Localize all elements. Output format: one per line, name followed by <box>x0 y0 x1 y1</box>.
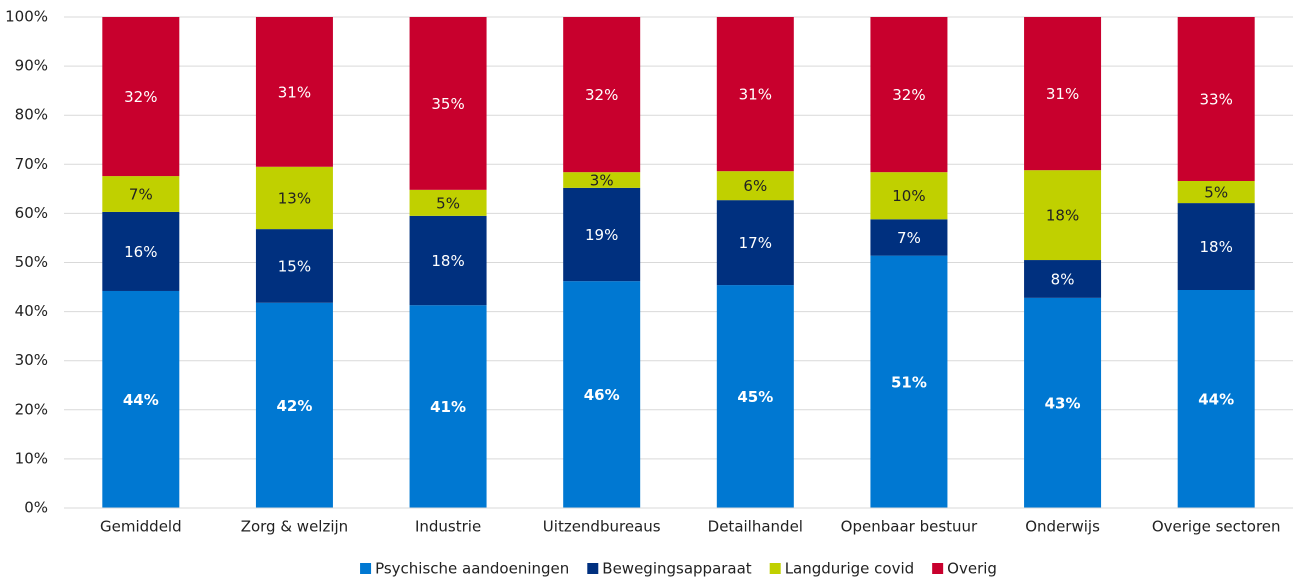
legend-label: Langdurige covid <box>785 560 914 578</box>
bar-segment <box>409 189 487 216</box>
y-tick-label: 50% <box>15 253 48 271</box>
data-label: 10% <box>892 187 925 205</box>
data-label: 32% <box>585 86 618 104</box>
data-label: 31% <box>1046 85 1079 103</box>
bar-segment <box>102 211 180 291</box>
data-label: 15% <box>278 257 311 275</box>
bar-segment <box>1177 203 1255 290</box>
legend-swatch <box>769 563 781 574</box>
data-label: 33% <box>1200 90 1233 108</box>
y-tick-label: 90% <box>15 57 48 75</box>
bar-segment <box>716 285 794 508</box>
data-label: 46% <box>584 386 620 404</box>
data-label: 6% <box>743 177 767 195</box>
data-label: 44% <box>1198 390 1234 408</box>
bar-segment <box>102 290 180 508</box>
bar-segment <box>716 200 794 286</box>
data-label: 7% <box>129 186 153 204</box>
legend: Psychische aandoeningen Bewegingsapparaat… <box>360 560 997 578</box>
y-tick-label: 10% <box>15 449 48 467</box>
bar-segment <box>1024 297 1102 508</box>
bar-segment <box>409 17 487 190</box>
bar-segment <box>1177 180 1255 204</box>
data-label: 31% <box>278 83 311 101</box>
bar-segment <box>870 172 948 220</box>
bar-segment <box>716 17 794 172</box>
data-label: 35% <box>431 95 464 113</box>
x-tick-label: Openbaar bestuur <box>841 518 978 536</box>
data-label: 42% <box>276 397 312 415</box>
data-label: 5% <box>436 194 460 212</box>
bar-segment <box>255 166 333 230</box>
y-tick-label: 70% <box>15 155 48 173</box>
legend-label: Psychische aandoeningen <box>375 560 569 578</box>
bar-segment <box>870 255 948 508</box>
legend-swatch <box>360 563 372 574</box>
bar-segment <box>563 187 641 282</box>
y-tick-label: 40% <box>15 302 48 320</box>
bar-segment <box>255 302 333 508</box>
bar-segment <box>1024 170 1102 261</box>
bar-segment <box>409 305 487 508</box>
y-tick-label: 100% <box>5 8 48 26</box>
bar-segment <box>870 17 948 173</box>
y-tick-label: 20% <box>15 400 48 418</box>
data-label: 51% <box>891 373 927 391</box>
x-tick-label: Gemiddeld <box>100 518 182 536</box>
bar-segment <box>563 17 641 173</box>
x-tick-label: Industrie <box>415 518 481 536</box>
data-label: 45% <box>737 388 773 406</box>
data-label: 17% <box>739 234 772 252</box>
data-label: 32% <box>892 86 925 104</box>
data-label: 32% <box>124 88 157 106</box>
bar-segment <box>1177 17 1255 181</box>
data-label: 18% <box>1200 238 1233 256</box>
bar-segment <box>409 215 487 306</box>
x-tick-label: Uitzendbureaus <box>543 518 661 536</box>
legend-swatch <box>932 563 944 574</box>
bar-segment <box>102 176 180 212</box>
data-label: 16% <box>124 243 157 261</box>
x-tick-label: Overige sectoren <box>1152 518 1281 536</box>
x-tick-label: Onderwijs <box>1025 518 1100 536</box>
bar-segment <box>255 229 333 303</box>
data-label: 43% <box>1045 394 1081 412</box>
data-label: 7% <box>897 229 921 247</box>
bar-segment <box>563 281 641 508</box>
y-tick-label: 80% <box>15 106 48 124</box>
bar-segment <box>1024 260 1102 298</box>
data-label: 31% <box>739 86 772 104</box>
data-label: 3% <box>590 172 614 190</box>
data-label: 8% <box>1051 270 1075 288</box>
legend-label: Overig <box>947 560 997 578</box>
bar-segment <box>255 17 333 167</box>
y-tick-label: 0% <box>24 499 48 517</box>
legend-swatch <box>587 563 599 574</box>
data-label: 41% <box>430 398 466 416</box>
bar-segment <box>1024 17 1102 171</box>
bar-segment <box>870 219 948 256</box>
data-label: 13% <box>278 189 311 207</box>
x-tick-label: Detailhandel <box>708 518 803 536</box>
data-label: 19% <box>585 226 618 244</box>
x-tick-label: Zorg & welzijn <box>241 518 349 536</box>
bar-segment <box>716 171 794 201</box>
y-tick-label: 30% <box>15 351 48 369</box>
y-tick-label: 60% <box>15 204 48 222</box>
data-label: 44% <box>123 391 159 409</box>
data-label: 18% <box>1046 207 1079 225</box>
data-label: 5% <box>1204 184 1228 202</box>
bar-segment <box>102 17 180 177</box>
legend-label: Bewegingsapparaat <box>602 560 752 578</box>
data-label: 18% <box>431 252 464 270</box>
bar-segment <box>563 172 641 188</box>
bar-segment <box>1177 289 1255 508</box>
